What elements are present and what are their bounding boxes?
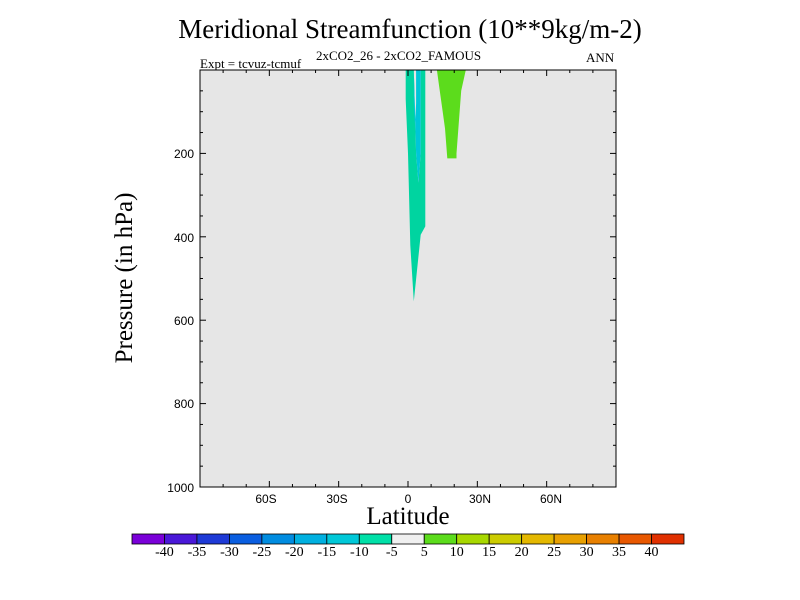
colorbar-swatch (131, 533, 165, 545)
chart-title: Meridional Streamfunction (10**9kg/m-2) (178, 14, 642, 44)
colorbar-swatch (196, 533, 230, 545)
contour-region-level-5 (436, 70, 466, 159)
colorbar-label: -25 (252, 545, 272, 560)
y-tick-label-400: 400 (173, 231, 194, 245)
colorbar-label: 5 (420, 545, 428, 560)
x-tick-label-30n: 30N (468, 492, 492, 506)
y-tick-label-800: 800 (173, 397, 194, 411)
colorbar-swatch (618, 533, 652, 545)
colorbar-swatch (164, 533, 198, 545)
contour-region-level-neg10 (405, 70, 421, 183)
colorbar-label: 20 (514, 545, 529, 560)
colorbar-swatch (391, 533, 425, 545)
colorbar-label: 35 (612, 545, 627, 560)
colorbar-swatch (586, 533, 620, 545)
colorbar-label: -40 (155, 545, 174, 560)
x-tick-label-60s: 60S (255, 492, 277, 506)
y-tick-label-200: 200 (173, 147, 194, 161)
colorbar-swatch (651, 533, 685, 545)
colorbar-swatch (553, 533, 587, 545)
colorbar-label: 15 (482, 545, 497, 560)
x-tick-label-30s: 30S (326, 492, 348, 506)
colorbar-label: -30 (220, 545, 239, 560)
x-tick-label-0: 0 (404, 492, 412, 506)
contour-region-level-neg5 (395, 70, 426, 302)
colorbar-swatch (229, 533, 263, 545)
y-tick-label-1000: 1000 (167, 481, 194, 495)
colorbar-label: 25 (547, 545, 562, 560)
experiment-comparison: 2xCO2_26 - 2xCO2_FAMOUS (316, 48, 482, 63)
colorbar-swatch (326, 533, 360, 545)
colorbar-label: 30 (579, 545, 594, 560)
colorbar-label: -20 (285, 545, 304, 560)
colorbar-label: -15 (317, 545, 337, 560)
colorbar-swatch (293, 533, 328, 545)
colorbar-swatch (261, 533, 295, 545)
colorbar-swatch (456, 533, 490, 545)
colorbar-label: -35 (187, 545, 207, 560)
x-axis-title: Latitude (366, 503, 450, 530)
x-tick-label-60n: 60N (539, 492, 563, 506)
colorbar-label: -10 (349, 545, 369, 560)
y-tick-label-600: 600 (173, 314, 194, 328)
colorbar-swatch (521, 533, 555, 545)
colorbar-label: 40 (644, 545, 659, 560)
y-axis-title: Pressure (in hPa) (111, 192, 138, 364)
colorbar-swatch (488, 533, 523, 545)
colorbar-label: 10 (449, 545, 464, 560)
experiment-label: Expt = tcvuz-tcmuf (200, 56, 302, 71)
colorbar-label: -5 (385, 545, 398, 560)
colorbar-swatch (358, 533, 393, 545)
season-label: ANN (586, 50, 615, 65)
colorbar-swatch (423, 533, 458, 545)
